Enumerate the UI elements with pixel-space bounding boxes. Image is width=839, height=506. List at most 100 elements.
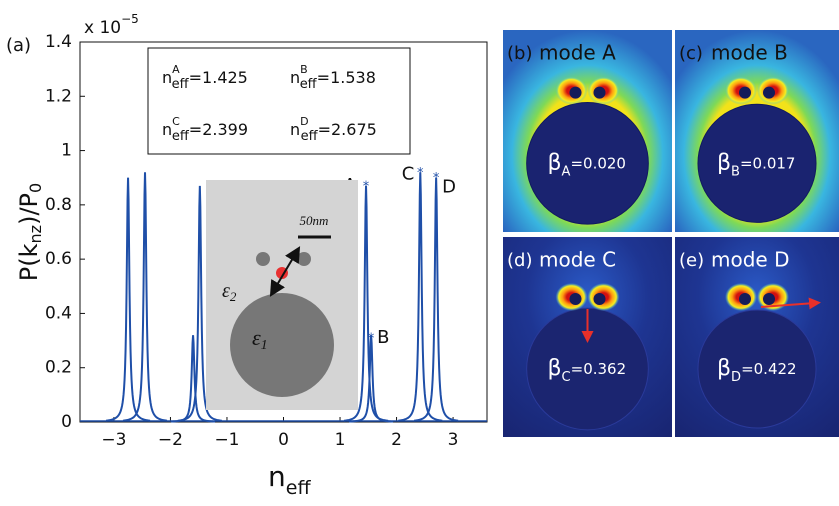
n-sub: eff: [172, 129, 190, 144]
n-sup: D: [300, 115, 308, 128]
field-panel: (b) mode A βA=0.020: [503, 30, 672, 232]
y-axis-label: P(knz)/P0: [15, 183, 45, 281]
gap-arrow: [269, 246, 301, 297]
y-tick-label: 0.2: [45, 358, 72, 378]
big-cylinder: [230, 293, 334, 397]
field-panel: (e) mode D βD=0.422: [675, 237, 839, 437]
field-panel: (c) mode B βB=0.017: [675, 30, 839, 232]
n-base: n: [162, 120, 172, 139]
ylab-sub: nz: [26, 225, 45, 244]
peak: [105, 177, 151, 422]
panel-label: (e): [679, 250, 704, 271]
panel-label: (a): [6, 35, 31, 56]
beta-value: =0.020: [570, 154, 626, 172]
beta-value: =0.362: [571, 360, 627, 378]
peak-marker: *: [417, 166, 424, 181]
scale-text: 50nm: [300, 213, 329, 228]
cylinder: [526, 307, 649, 431]
n-base: n: [290, 120, 300, 139]
n-sup: C: [172, 115, 180, 128]
x-tick-label: −1: [214, 430, 239, 450]
n-sup: B: [300, 63, 308, 76]
x-tick-label: 2: [391, 430, 402, 450]
beta-base: β: [548, 356, 562, 381]
beta-base: β: [717, 356, 731, 381]
eps-base: ε: [222, 280, 230, 302]
peak: [349, 335, 394, 423]
ylab-mid: )/P: [15, 193, 43, 225]
eps1: ε1: [252, 325, 268, 353]
peak: [177, 185, 222, 422]
panel-label: (b): [507, 43, 532, 64]
beta-sub: A: [562, 164, 571, 179]
cylinder: [526, 101, 649, 225]
small-cyl: [763, 86, 775, 99]
panel-label: (d): [507, 250, 532, 271]
n-value: =1.538: [317, 68, 376, 87]
small-cylinder: [256, 252, 270, 266]
x-tick-label: 1: [335, 430, 346, 450]
small-cylinder: [297, 252, 311, 266]
n-sup: A: [172, 63, 180, 76]
panel-label: (c): [679, 43, 703, 64]
inset: 50nm ε2 ε1: [206, 180, 358, 410]
n-base: n: [162, 68, 172, 87]
beta-value: =0.422: [741, 360, 797, 378]
small-cyl: [763, 293, 775, 305]
peak-label: D: [442, 177, 456, 198]
beta-label: βD=0.422: [717, 356, 797, 385]
legend-box: [147, 47, 411, 155]
beta-sub: C: [562, 370, 571, 385]
panel-title: mode D: [711, 248, 789, 272]
eps-sub: 1: [261, 338, 268, 353]
peak: [398, 172, 443, 422]
x-tick-label: −3: [101, 430, 126, 450]
xlab-base: n: [268, 460, 286, 493]
peak-label: B: [377, 327, 389, 348]
beta-sub: B: [731, 164, 740, 179]
panel-title: mode A: [539, 41, 616, 65]
peak-marker: *: [368, 331, 375, 346]
x-tick-label: 0: [278, 430, 289, 450]
cylinder: [697, 309, 817, 429]
mult-exp: −5: [121, 12, 139, 26]
panel-title: mode B: [711, 41, 788, 65]
field-arrow: [760, 297, 821, 310]
legend-entry: nB eff=1.538: [290, 63, 376, 92]
n-sub: eff: [301, 129, 319, 144]
beta-sub: D: [731, 370, 741, 385]
peak-marker: *: [433, 171, 440, 186]
y-tick-label: 0: [61, 412, 72, 432]
field-panel: (d) mode C βC=0.362: [503, 237, 672, 437]
beta-value: =0.017: [740, 154, 796, 172]
field-panels: (b) mode AβA=0.020(c) mode BβB=0.017(d) mod…: [503, 30, 839, 437]
xlab-sub: eff: [286, 477, 312, 499]
peak: [122, 172, 168, 422]
small-cyl: [569, 86, 582, 99]
y-tick-label: 0.4: [45, 303, 72, 323]
beta-label: βA=0.020: [548, 150, 626, 179]
legend-entry: nA eff=1.425: [162, 63, 248, 92]
beta-base: β: [548, 150, 562, 175]
cylinder: [697, 103, 817, 223]
spectrum-chart: 0 0.2 0.4 0.6 0.8 1 1.2 1.4 −3 −2 −1 0 1 2 3 (a) x 10−5 P…: [6, 12, 488, 499]
beta-label: βC=0.362: [548, 356, 627, 385]
eps-sub: 2: [230, 289, 237, 304]
small-cyl: [569, 293, 582, 305]
peak: [414, 177, 459, 422]
n-sub: eff: [300, 77, 318, 92]
n-base: n: [290, 68, 300, 87]
small-cyl: [739, 86, 751, 99]
y-tick-label: 1: [61, 141, 72, 161]
small-cyl: [593, 86, 606, 99]
beta-base: β: [717, 150, 731, 175]
legend-entry: nC eff=2.399: [162, 115, 248, 144]
ylab-sub2: 0: [26, 183, 45, 193]
legend-entry: nD eff=2.675: [290, 115, 377, 144]
small-cyl: [739, 293, 751, 305]
ylab-base: P(k: [15, 243, 43, 281]
mult-base: x 10: [84, 18, 121, 38]
x-tick-label: −2: [158, 430, 183, 450]
x-tick-label: 3: [448, 430, 459, 450]
y-tick-label: 1.4: [45, 32, 72, 52]
